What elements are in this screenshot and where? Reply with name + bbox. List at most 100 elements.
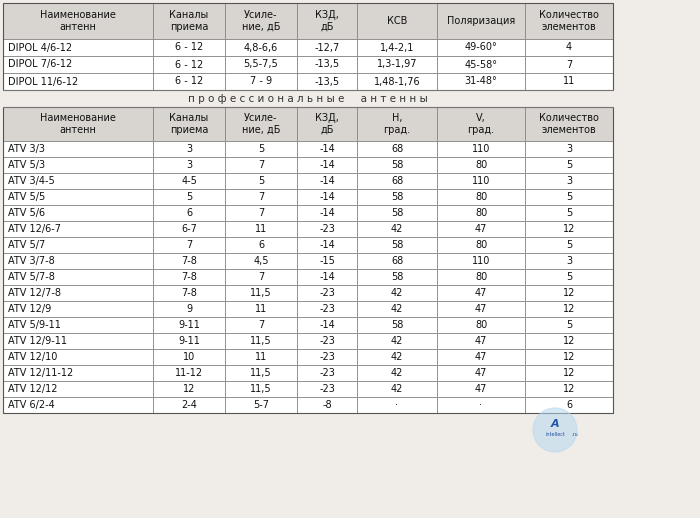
Bar — [525, 205, 613, 221]
Bar — [153, 73, 225, 90]
Text: 42: 42 — [391, 224, 403, 234]
Bar — [3, 349, 153, 365]
Bar — [357, 157, 437, 173]
Text: 31-48°: 31-48° — [465, 77, 498, 87]
Text: ATV 3/4-5: ATV 3/4-5 — [8, 176, 55, 186]
Text: 9: 9 — [186, 304, 192, 314]
Text: -13,5: -13,5 — [314, 77, 340, 87]
Bar — [297, 253, 357, 269]
Text: 42: 42 — [391, 304, 403, 314]
Text: 80: 80 — [475, 320, 487, 330]
Bar — [153, 56, 225, 73]
Text: Количество
элементов: Количество элементов — [539, 113, 599, 135]
Text: 7: 7 — [258, 160, 264, 170]
Bar — [525, 253, 613, 269]
Bar — [437, 173, 525, 189]
Text: 47: 47 — [475, 384, 487, 394]
Text: 1,3-1,97: 1,3-1,97 — [377, 60, 417, 69]
Bar — [3, 39, 153, 56]
Text: 68: 68 — [391, 256, 403, 266]
Bar — [297, 141, 357, 157]
Text: 7 - 9: 7 - 9 — [250, 77, 272, 87]
Text: intellect: intellect — [545, 433, 565, 438]
Bar — [437, 237, 525, 253]
Bar — [297, 317, 357, 333]
Bar — [153, 349, 225, 365]
Bar — [525, 381, 613, 397]
Bar — [357, 205, 437, 221]
Bar — [437, 333, 525, 349]
Text: 68: 68 — [391, 144, 403, 154]
Text: ATV 5/6: ATV 5/6 — [8, 208, 45, 218]
Bar — [437, 301, 525, 317]
Text: ATV 3/7-8: ATV 3/7-8 — [8, 256, 55, 266]
Bar — [3, 253, 153, 269]
Bar — [437, 205, 525, 221]
Bar — [525, 3, 613, 39]
Text: 10: 10 — [183, 352, 195, 362]
Bar — [225, 56, 297, 73]
Text: 4-5: 4-5 — [181, 176, 197, 186]
Bar — [525, 237, 613, 253]
Text: 12: 12 — [563, 352, 575, 362]
Text: 47: 47 — [475, 304, 487, 314]
Bar — [297, 301, 357, 317]
Bar — [357, 365, 437, 381]
Text: ATV 12/9-11: ATV 12/9-11 — [8, 336, 67, 346]
Text: -14: -14 — [319, 208, 335, 218]
Text: КЗД,
дБ: КЗД, дБ — [315, 10, 339, 32]
Text: Наименование
антенн: Наименование антенн — [40, 113, 116, 135]
Bar — [3, 3, 613, 90]
Text: DIPOL 11/6-12: DIPOL 11/6-12 — [8, 77, 78, 87]
Text: 12: 12 — [563, 336, 575, 346]
Text: 9-11: 9-11 — [178, 320, 200, 330]
Text: 3: 3 — [186, 144, 192, 154]
Bar — [225, 189, 297, 205]
Bar — [297, 237, 357, 253]
Bar — [3, 56, 153, 73]
Text: 47: 47 — [475, 336, 487, 346]
Text: ATV 5/7: ATV 5/7 — [8, 240, 46, 250]
Bar — [525, 269, 613, 285]
Bar — [225, 237, 297, 253]
Bar — [225, 173, 297, 189]
Bar — [525, 397, 613, 413]
Bar — [3, 221, 153, 237]
Bar — [357, 285, 437, 301]
Bar — [153, 221, 225, 237]
Text: -23: -23 — [319, 352, 335, 362]
Text: 47: 47 — [475, 224, 487, 234]
Text: -23: -23 — [319, 368, 335, 378]
Bar — [153, 107, 225, 141]
Text: 5-7: 5-7 — [253, 400, 269, 410]
Text: 42: 42 — [391, 352, 403, 362]
Text: 42: 42 — [391, 336, 403, 346]
Text: ATV 5/7-8: ATV 5/7-8 — [8, 272, 55, 282]
Text: -14: -14 — [319, 176, 335, 186]
Text: 5: 5 — [186, 192, 192, 202]
Bar — [357, 397, 437, 413]
Text: 12: 12 — [563, 288, 575, 298]
Bar — [525, 333, 613, 349]
Bar — [153, 317, 225, 333]
Bar — [225, 349, 297, 365]
Bar — [437, 157, 525, 173]
Bar — [297, 39, 357, 56]
Text: 12: 12 — [563, 224, 575, 234]
Bar — [297, 205, 357, 221]
Text: 58: 58 — [391, 272, 403, 282]
Text: Наименование
антенн: Наименование антенн — [40, 10, 116, 32]
Text: 11,5: 11,5 — [250, 288, 272, 298]
Bar — [153, 397, 225, 413]
Text: 80: 80 — [475, 240, 487, 250]
Text: ·: · — [480, 400, 482, 410]
Bar — [225, 141, 297, 157]
Text: -23: -23 — [319, 288, 335, 298]
Text: -23: -23 — [319, 336, 335, 346]
Bar — [357, 381, 437, 397]
Bar — [3, 189, 153, 205]
Bar — [3, 107, 613, 413]
Text: 5: 5 — [566, 160, 572, 170]
Bar — [3, 269, 153, 285]
Text: 3: 3 — [566, 176, 572, 186]
